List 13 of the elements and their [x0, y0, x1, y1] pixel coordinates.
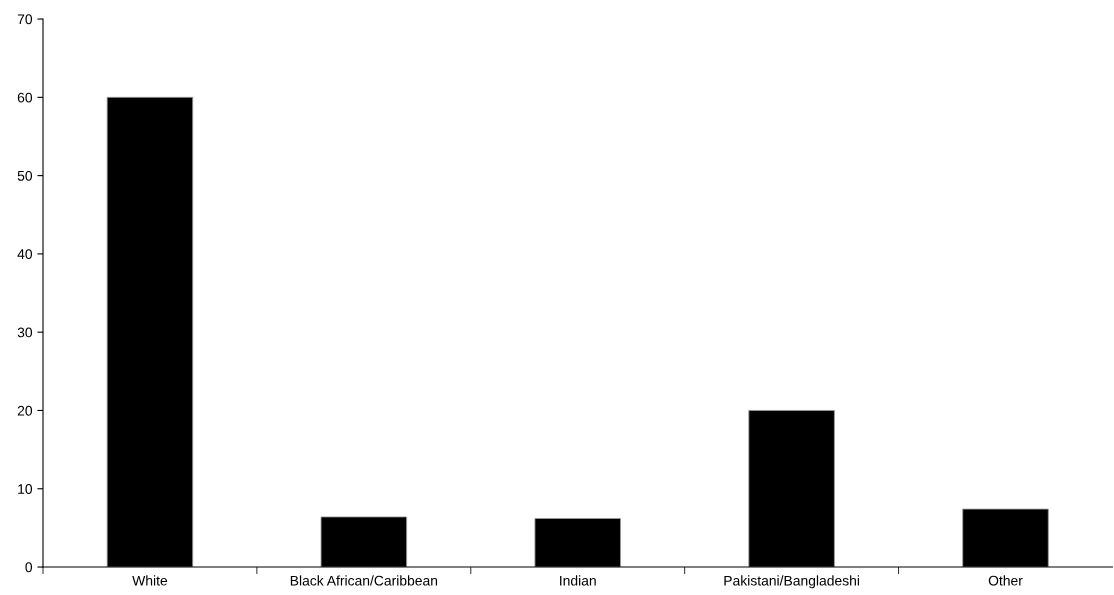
- y-tick-label: 30: [17, 327, 33, 338]
- x-tick-label: White: [132, 575, 168, 586]
- y-tick-label: 70: [17, 14, 33, 25]
- y-tick-label: 20: [17, 405, 33, 416]
- y-tick-label: 60: [17, 92, 33, 103]
- x-tick-label: Pakistani/Bangladeshi: [724, 575, 860, 589]
- x-tick-label: Indian: [560, 575, 596, 586]
- y-tick-label: 50: [17, 170, 33, 181]
- y-tick-label: 40: [17, 249, 33, 260]
- y-tick-label: 10: [18, 484, 33, 494]
- x-tick-label: Other: [988, 575, 1023, 586]
- y-tick-label: 0: [25, 562, 33, 573]
- x-tick-label: Black African/Caribbean: [290, 575, 438, 586]
